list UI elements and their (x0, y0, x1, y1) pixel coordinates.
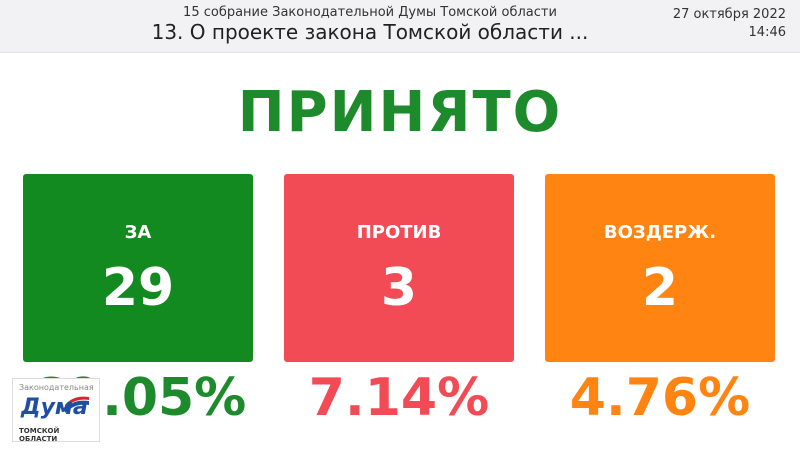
vote-label: ЗА (124, 222, 152, 243)
vote-count: 3 (380, 258, 418, 318)
date: 27 октября 2022 (672, 7, 786, 22)
vote-percent: 4.76% (569, 368, 751, 428)
vote-card: ЗА 29 (23, 174, 253, 362)
logo-main: Дума (21, 395, 88, 420)
logo-bottom: ТОМСКОЙ ОБЛАСТИ (19, 427, 60, 443)
vote-count: 29 (101, 258, 175, 318)
vote-label: ПРОТИВ (356, 222, 442, 243)
time: 14:46 (748, 25, 786, 40)
vote-percent: 7.14% (308, 368, 490, 428)
agenda-title: 13. О проекте закона Томской области ... (151, 20, 589, 44)
vote-card: ВОЗДЕРЖ. 2 (545, 174, 775, 362)
header: 15 собрание Законодательной Думы Томской… (0, 0, 800, 53)
logo-top: Законодательная (19, 383, 94, 392)
vote-card: ПРОТИВ 3 (284, 174, 514, 362)
logo: Законодательная Дума ТОМСКОЙ ОБЛАСТИ (12, 378, 100, 443)
logo-flag (65, 396, 89, 413)
vote-count: 2 (641, 258, 679, 318)
vote-label: ВОЗДЕРЖ. (603, 222, 717, 243)
session: 15 собрание Законодательной Думы Томской… (183, 5, 557, 20)
result: ПРИНЯТО (237, 80, 563, 145)
